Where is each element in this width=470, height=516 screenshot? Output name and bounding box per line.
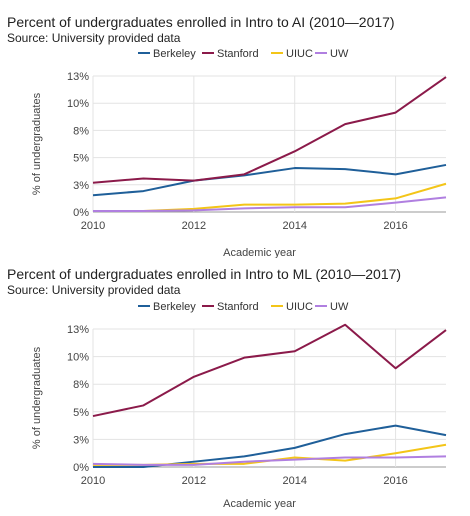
x-tick-label: 2016 [383, 475, 407, 487]
intro-ml-chart-panel: Percent of undergraduates enrolled in In… [0, 258, 470, 516]
legend-label-stanford: Stanford [217, 301, 259, 313]
y-tick-label: 10% [67, 352, 89, 364]
legend-label-uw: UW [330, 301, 349, 313]
legend-label-uw: UW [330, 48, 349, 60]
x-tick-label: 2012 [182, 220, 206, 232]
y-tick-label: 3% [73, 180, 89, 192]
y-axis-title: % of undergraduates [31, 92, 43, 195]
series-line-berkeley [93, 424, 447, 468]
y-axis-title: % of undergraduates [31, 346, 43, 449]
intro-ml-line-chart: 0% 3% 5% 8% 10% 13% 2010 2012 2014 2016 Academic y… [31, 301, 447, 510]
legend-label-berkeley: Berkeley [153, 48, 196, 60]
x-tick-label: 2014 [282, 220, 306, 232]
y-tick-label: 8% [73, 379, 89, 391]
legend-label-uiuc: UIUC [286, 48, 313, 60]
y-tick-label: 5% [73, 153, 89, 165]
chart-title: Percent of undergraduates enrolled in In… [7, 266, 402, 282]
series-line-uw [92, 455, 447, 466]
series-line-berkeley [92, 163, 447, 197]
x-axis-title: Academic year [223, 247, 296, 258]
y-tick-label: 10% [67, 98, 89, 110]
y-tick-label: 0% [73, 462, 89, 474]
legend-label-uiuc: UIUC [286, 301, 313, 313]
chart-source: Source: University provided data [7, 31, 181, 45]
legend-label-berkeley: Berkeley [153, 301, 196, 313]
y-tick-label: 13% [67, 71, 89, 83]
intro-ai-chart-panel: Percent of undergraduates enrolled in In… [7, 14, 447, 258]
y-tick-label: 13% [67, 324, 89, 336]
x-axis-title: Academic year [223, 498, 296, 510]
x-tick-label: 2016 [383, 220, 407, 232]
y-tick-label: 0% [73, 207, 89, 219]
series-line-uiuc [93, 443, 447, 466]
x-tick-label: 2012 [182, 475, 206, 487]
y-tick-label: 3% [73, 434, 89, 446]
x-tick-label: 2014 [282, 475, 306, 487]
x-tick-label: 2010 [81, 475, 105, 487]
intro-ai-line-chart: 0% 3% 5% 8% 10% 13% 2010 2012 2014 2016 Academic y… [31, 48, 447, 258]
chart-title: Percent of undergraduates enrolled in In… [7, 14, 395, 30]
legend-label-stanford: Stanford [217, 48, 259, 60]
series-line-uw [93, 196, 447, 212]
series-line-stanford [92, 323, 447, 418]
x-tick-label: 2010 [81, 220, 105, 232]
y-tick-label: 5% [73, 407, 89, 419]
series-line-stanford [92, 76, 447, 184]
y-tick-label: 8% [73, 125, 89, 137]
chart-source: Source: University provided data [7, 283, 181, 297]
